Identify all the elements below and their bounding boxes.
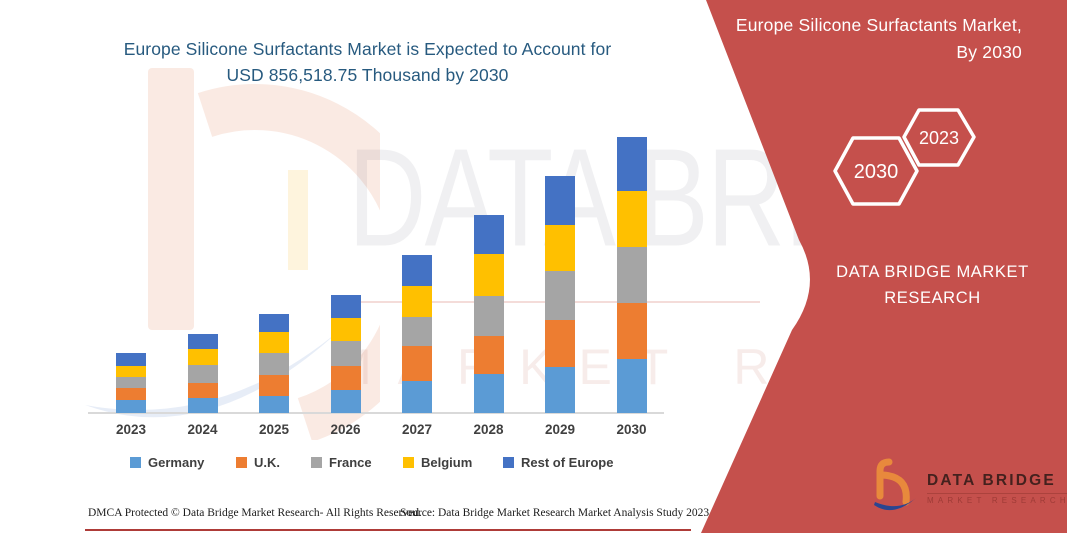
- bar-segment-rest-of-europe-2030: [616, 137, 647, 192]
- legend-swatch-belgium: [403, 456, 414, 468]
- x-label-2028: 2028: [473, 422, 504, 437]
- bar-segment-france-2028: [473, 296, 504, 337]
- dbmr-logo-mark: [874, 458, 916, 511]
- x-axis-line: [88, 412, 664, 414]
- dbmr-b-watermark: [85, 68, 380, 440]
- dbmr-logo-text: DATA BRIDGE MARKET RESEARCH: [927, 472, 1067, 505]
- bar-segment-u-k--2025: [259, 375, 289, 396]
- dbmr-logo: DATA BRIDGE MARKET RESEARCH: [873, 458, 1067, 516]
- bar-2030: [616, 137, 647, 413]
- bar-2026: [330, 295, 361, 413]
- brand-line2: RESEARCH: [884, 288, 981, 307]
- bar-segment-belgium-2028: [473, 253, 504, 297]
- bar-segment-france-2023: [116, 376, 146, 388]
- bar-segment-u-k--2029: [545, 319, 575, 367]
- bar-segment-u-k--2027: [402, 346, 432, 382]
- legend-label-belgium: Belgium: [421, 454, 473, 470]
- legend-swatch-u-k-: [236, 456, 247, 468]
- bar-2027: [402, 254, 432, 413]
- bar-segment-belgium-2027: [402, 286, 432, 318]
- panel-heading-line1: Europe Silicone Surfactants Market,: [735, 15, 1022, 35]
- x-label-2030: 2030: [616, 422, 647, 437]
- bar-segment-rest-of-europe-2026: [330, 295, 361, 318]
- x-label-2023: 2023: [115, 422, 147, 437]
- bar-segment-u-k--2024: [187, 383, 218, 398]
- bar-segment-france-2025: [259, 352, 289, 376]
- chart-title-line1: Europe Silicone Surfactants Market is Ex…: [123, 39, 612, 59]
- bar-segment-rest-of-europe-2028: [473, 215, 504, 254]
- bar-segment-belgium-2030: [616, 191, 647, 247]
- bar-segment-germany-2023: [116, 400, 146, 413]
- bar-2029: [545, 175, 575, 413]
- legend-swatch-france: [311, 456, 322, 468]
- panel-heading: Europe Silicone Surfactants Market, By 2…: [692, 12, 1022, 66]
- bar-segment-france-2026: [330, 341, 361, 366]
- bar-segment-belgium-2026: [330, 317, 361, 342]
- bar-segment-belgium-2025: [259, 332, 289, 353]
- bar-segment-belgium-2029: [545, 224, 575, 271]
- legend-label-u-k-: U.K.: [254, 454, 280, 470]
- legend-item-germany: Germany: [130, 454, 204, 470]
- x-label-2029: 2029: [544, 422, 576, 437]
- panel-heading-line2: By 2030: [956, 42, 1022, 63]
- x-label-2024: 2024: [187, 422, 218, 437]
- bar-segment-france-2030: [616, 246, 647, 304]
- bar-segment-germany-2024: [187, 398, 218, 413]
- legend-swatch-rest-of-europe: [503, 456, 514, 468]
- bar-segment-u-k--2030: [616, 303, 647, 359]
- footer-dmca: DMCA Protected © Data Bridge Market Rese…: [88, 507, 422, 519]
- bar-segment-germany-2027: [402, 381, 432, 413]
- bar-segment-rest-of-europe-2023: [116, 353, 146, 367]
- bar-segment-belgium-2024: [187, 348, 218, 365]
- legend-label-france: France: [329, 454, 372, 470]
- bar-segment-rest-of-europe-2024: [187, 333, 218, 349]
- chart-title: Europe Silicone Surfactants Market is Ex…: [80, 36, 655, 89]
- footer-source: Source: Data Bridge Market Research Mark…: [400, 507, 710, 519]
- x-label-2026: 2026: [330, 422, 361, 437]
- bar-segment-rest-of-europe-2027: [402, 254, 432, 287]
- bar-segment-germany-2026: [330, 389, 361, 413]
- legend-item-u-k-: U.K.: [236, 454, 280, 470]
- bar-2025: [259, 313, 289, 413]
- legend-item-rest-of-europe: Rest of Europe: [503, 454, 613, 470]
- bar-2028: [473, 215, 504, 413]
- x-label-2027: 2027: [401, 422, 433, 437]
- bar-segment-germany-2025: [259, 395, 289, 413]
- bar-segment-u-k--2023: [116, 387, 146, 401]
- bar-segment-germany-2030: [616, 358, 647, 413]
- bar-2023: [116, 353, 146, 413]
- x-label-2025: 2025: [258, 422, 290, 437]
- legend-item-france: France: [311, 454, 372, 470]
- brand-line1: DATA BRIDGE MARKET: [836, 263, 1029, 281]
- legend-item-belgium: Belgium: [403, 454, 472, 470]
- bar-segment-rest-of-europe-2025: [259, 313, 289, 333]
- legend-label-germany: Germany: [148, 454, 205, 470]
- panel-brand-text: DATA BRIDGE MARKET RESEARCH: [800, 260, 1065, 311]
- bar-segment-france-2027: [402, 317, 432, 347]
- bar-segment-germany-2029: [545, 366, 575, 413]
- bar-segment-rest-of-europe-2029: [545, 175, 575, 225]
- legend-label-rest-of-europe: Rest of Europe: [521, 454, 614, 470]
- bar-segment-u-k--2026: [330, 365, 361, 390]
- bar-segment-u-k--2028: [473, 336, 504, 374]
- dbmr-logo-tagline: MARKET RESEARCH: [927, 493, 1067, 505]
- legend-swatch-germany: [130, 456, 141, 468]
- bar-segment-germany-2028: [473, 374, 504, 413]
- chart-title-line2: USD 856,518.75 Thousand by 2030: [226, 65, 509, 86]
- bottom-accent-line: [85, 529, 691, 531]
- bar-segment-france-2024: [187, 364, 218, 384]
- bar-segment-france-2029: [545, 270, 575, 320]
- dbmr-logo-name: DATA BRIDGE: [927, 472, 1056, 489]
- bar-segment-belgium-2023: [116, 366, 146, 377]
- bar-2024: [187, 333, 218, 413]
